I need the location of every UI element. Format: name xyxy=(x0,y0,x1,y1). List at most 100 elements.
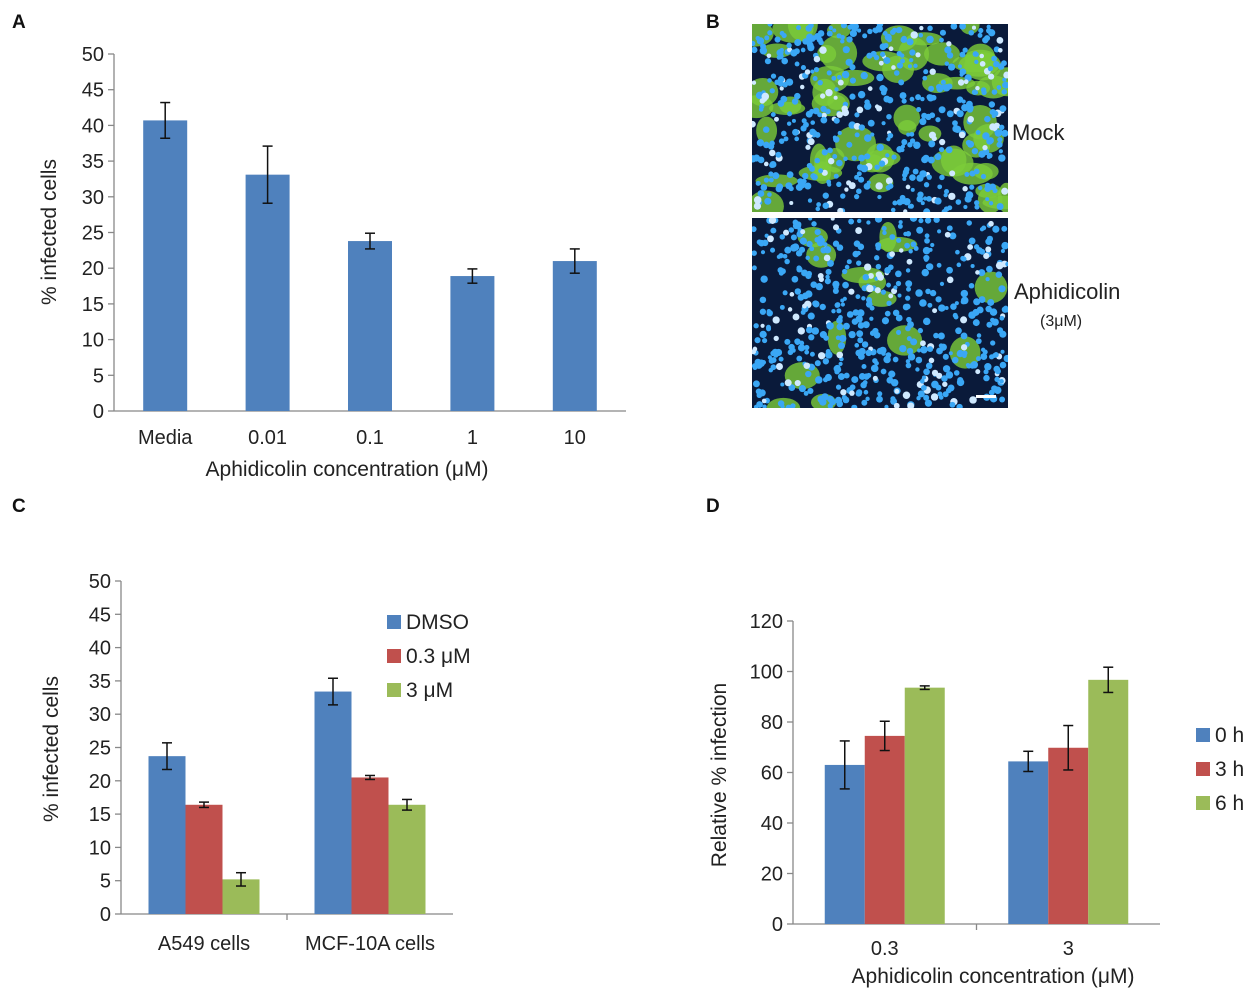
x-tick-label: Media xyxy=(138,427,193,449)
y-tick-label: 0 xyxy=(772,914,783,936)
nucleus xyxy=(752,265,757,271)
nucleus xyxy=(789,292,795,297)
nucleus xyxy=(988,73,995,80)
nucleus xyxy=(896,50,902,57)
nucleus xyxy=(917,327,924,334)
nucleus xyxy=(971,147,979,155)
nucleus xyxy=(900,58,905,64)
nucleus xyxy=(770,357,777,364)
nucleus xyxy=(752,380,760,388)
chart-a-xlabel: Aphidicolin concentration (μM) xyxy=(206,458,489,481)
nucleus xyxy=(961,103,969,112)
bar xyxy=(1008,761,1049,924)
nucleus xyxy=(752,363,758,369)
nucleus xyxy=(960,316,968,324)
nucleus xyxy=(967,116,975,123)
nucleus xyxy=(995,271,1003,278)
nucleus xyxy=(874,287,881,294)
nucleus xyxy=(797,344,806,352)
y-tick-label: 45 xyxy=(82,80,104,102)
nucleus xyxy=(753,202,762,210)
nucleus xyxy=(762,126,770,133)
nucleus xyxy=(814,236,821,243)
nucleus xyxy=(760,184,768,191)
nucleus xyxy=(937,184,943,190)
x-tick-label: 0.01 xyxy=(248,427,287,449)
chart-d-xlabel: Aphidicolin concentration (μM) xyxy=(852,965,1135,988)
nucleus xyxy=(771,348,779,356)
nucleus xyxy=(768,218,777,224)
nucleus xyxy=(923,368,930,376)
nucleus xyxy=(819,237,825,244)
nucleus xyxy=(770,73,777,79)
nucleus xyxy=(919,170,927,178)
nucleus xyxy=(935,296,942,303)
nucleus xyxy=(901,98,907,104)
infected-cell xyxy=(835,125,876,162)
nucleus xyxy=(907,142,913,148)
nucleus xyxy=(804,69,811,75)
legend-swatch xyxy=(387,683,401,697)
nucleus xyxy=(991,319,998,326)
nucleus xyxy=(848,330,856,339)
nucleus xyxy=(834,396,843,404)
nucleus xyxy=(981,225,987,231)
nucleus xyxy=(808,218,813,221)
nucleus xyxy=(880,51,886,57)
nucleus xyxy=(837,79,844,86)
nucleus xyxy=(775,363,783,371)
nucleus xyxy=(909,131,915,137)
nucleus xyxy=(803,391,809,396)
nucleus xyxy=(863,263,872,271)
nucleus xyxy=(964,171,970,177)
nucleus xyxy=(988,220,994,227)
nucleus xyxy=(939,174,945,181)
micrograph-label-aphidicolin: Aphidicolin xyxy=(1014,279,1120,304)
nucleus xyxy=(1005,261,1008,267)
nucleus xyxy=(866,372,872,379)
nucleus xyxy=(988,101,996,108)
nucleus xyxy=(840,298,845,303)
nucleus xyxy=(886,282,891,288)
nucleus xyxy=(782,290,788,296)
micrograph-panel: Mock Aphidicolin (3μM) xyxy=(752,24,1120,408)
nucleus xyxy=(882,31,888,36)
nucleus xyxy=(986,154,991,160)
nucleus xyxy=(877,194,882,200)
nucleus xyxy=(787,111,793,117)
nucleus xyxy=(800,84,805,90)
nucleus xyxy=(861,341,869,348)
nucleus xyxy=(881,226,887,231)
nucleus xyxy=(836,244,844,251)
nucleus xyxy=(906,286,912,292)
nucleus xyxy=(905,231,912,237)
nucleus xyxy=(849,390,855,396)
nucleus xyxy=(872,375,878,381)
nucleus xyxy=(759,330,767,339)
nucleus xyxy=(992,188,998,194)
nucleus xyxy=(936,85,944,93)
nucleus xyxy=(978,27,984,34)
nucleus xyxy=(988,201,994,206)
nucleus xyxy=(778,356,784,362)
nucleus xyxy=(955,199,962,205)
nucleus xyxy=(947,205,953,211)
y-tick-label: 25 xyxy=(89,738,111,760)
nucleus xyxy=(909,96,915,102)
nucleus xyxy=(943,192,948,198)
nucleus xyxy=(946,41,952,47)
nucleus xyxy=(932,308,938,314)
nucleus xyxy=(800,309,806,315)
nucleus xyxy=(876,143,884,152)
nucleus xyxy=(948,351,953,356)
nucleus xyxy=(851,155,857,161)
nucleus xyxy=(794,38,802,47)
nucleus xyxy=(888,293,894,299)
micrograph-aphidicolin-cells xyxy=(752,218,1008,408)
nucleus xyxy=(876,395,883,403)
nucleus xyxy=(985,197,990,202)
nucleus xyxy=(857,164,864,171)
nucleus xyxy=(841,395,848,401)
nucleus xyxy=(920,340,926,347)
nucleus xyxy=(867,272,874,279)
